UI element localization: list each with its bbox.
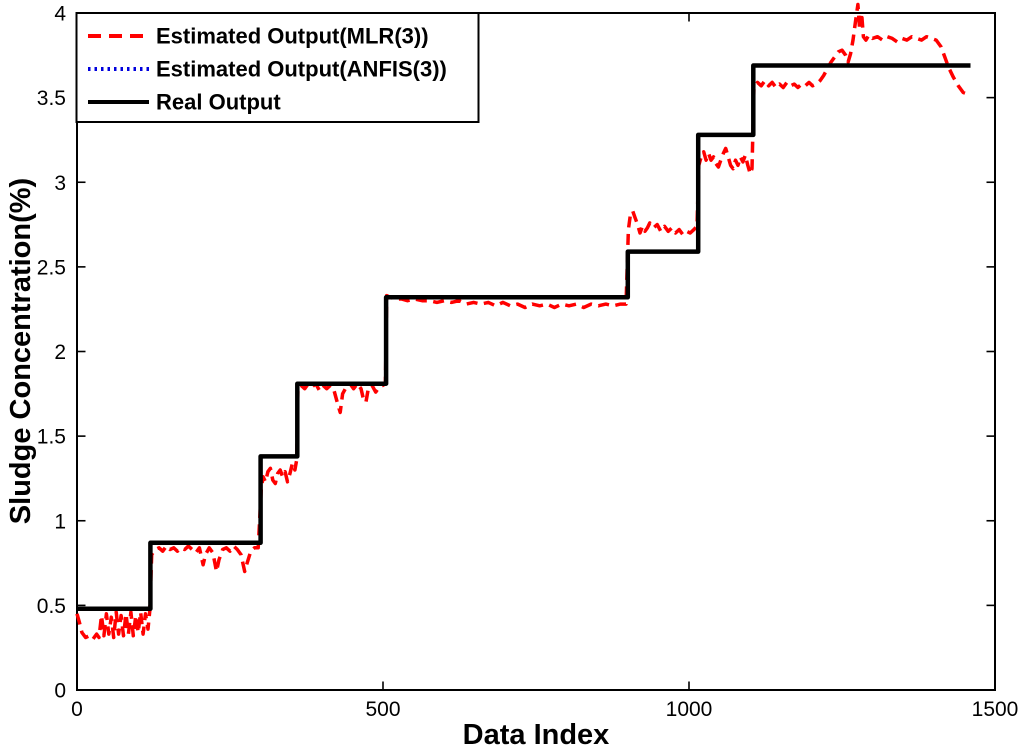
x-tick-label: 1000 xyxy=(666,698,713,721)
y-tick-label: 2.5 xyxy=(37,256,66,279)
y-tick-label: 2 xyxy=(54,341,66,364)
anfis-estimate-line xyxy=(77,64,971,611)
y-tick-label: 0 xyxy=(54,680,66,703)
y-tick-label: 1 xyxy=(54,510,66,533)
legend-label-real-output: Real Output xyxy=(156,90,281,115)
y-axis-label: Sludge Concentration(%) xyxy=(5,178,37,524)
mlr-estimate-line xyxy=(75,2,969,641)
plot-area: 0 500 1000 1500 0 0.5 1 1.5 2 2.5 3 3.5 4 Estimated O… xyxy=(37,3,1019,722)
legend-label-mlr-estimate: Estimated Output(MLR(3)) xyxy=(156,24,429,49)
x-tick-label: 500 xyxy=(365,698,400,721)
y-tick-label: 1.5 xyxy=(37,426,66,449)
y-tick-label: 0.5 xyxy=(37,595,66,618)
y-tick-label: 3.5 xyxy=(37,87,66,110)
x-tick-label: 1500 xyxy=(972,698,1019,721)
legend-label-anfis-estimate: Estimated Output(ANFIS(3)) xyxy=(156,57,447,82)
y-tick-label: 4 xyxy=(54,3,66,26)
x-axis-label: Data Index xyxy=(463,719,610,751)
x-tick-label: 0 xyxy=(71,698,83,721)
real-output-line xyxy=(77,63,971,612)
y-tick-label: 3 xyxy=(54,172,66,195)
